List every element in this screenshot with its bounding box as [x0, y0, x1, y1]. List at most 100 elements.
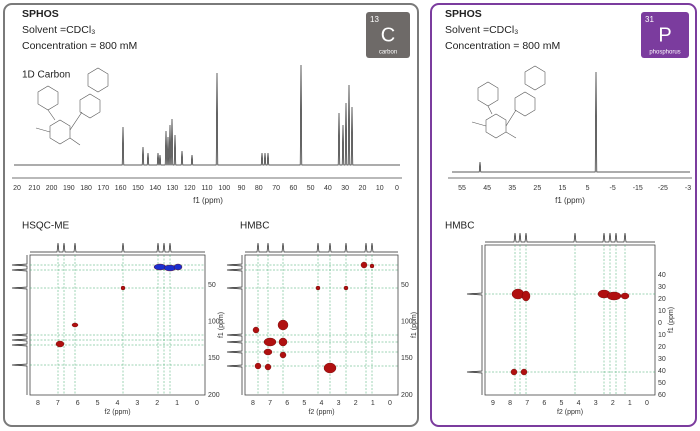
x-tick-label: 0	[395, 185, 399, 192]
x-tick-label: 8	[36, 400, 40, 407]
y-tick-label: 60	[658, 392, 666, 399]
x-tick-label: -15	[633, 185, 643, 192]
nucleus-mass: 13	[370, 15, 379, 24]
nucleus-symbol: P	[658, 24, 671, 46]
y-tick-label: 30	[658, 356, 666, 363]
axis-label: f1 (ppm)	[411, 312, 418, 338]
x-tick-label: 2	[611, 400, 615, 407]
x-tick-label: 100	[218, 185, 230, 192]
plot-frame	[29, 254, 206, 396]
x-tick-label: 0	[645, 400, 649, 407]
solvent: Solvent =CDCl₃	[22, 24, 95, 36]
x-tick-label: 190	[63, 185, 75, 192]
cross-peak	[510, 368, 518, 376]
cross-peak	[620, 292, 630, 300]
y-tick-label: 50	[658, 380, 666, 387]
x-tick-label: 200	[46, 185, 58, 192]
plot-label: HSQC-ME	[22, 221, 70, 232]
x-tick-label: -25	[658, 185, 668, 192]
nucleus-symbol: C	[381, 24, 395, 46]
x-tick-label: 60	[289, 185, 297, 192]
x-tick-label: 5	[96, 400, 100, 407]
y-tick-label: 10	[658, 308, 666, 315]
x-tick-label: 7	[268, 400, 272, 407]
cross-peak	[369, 263, 375, 269]
plot-label: HMBC	[240, 221, 269, 232]
x-tick-label: 170	[98, 185, 110, 192]
y-tick-label: 50	[208, 282, 216, 289]
x-tick-label: 1	[175, 400, 179, 407]
cross-peak	[263, 348, 273, 356]
x-tick-label: 130	[167, 185, 179, 192]
x-tick-label: 180	[80, 185, 92, 192]
x-tick-label: 210	[28, 185, 40, 192]
x-tick-label: 7	[525, 400, 529, 407]
x-tick-label: 8	[251, 400, 255, 407]
y-tick-label: 40	[658, 272, 666, 279]
y-tick-label: 150	[401, 355, 413, 362]
x-tick-label: 6	[542, 400, 546, 407]
concentration: Concentration = 800 mM	[445, 40, 560, 52]
title: SPHOS	[22, 8, 59, 20]
y-tick-label: 100	[401, 319, 413, 326]
cross-peak	[360, 261, 368, 269]
axis-label: f1 (ppm)	[668, 307, 675, 333]
projection	[226, 255, 243, 395]
y-tick-label: 150	[208, 355, 220, 362]
x-tick-label: 0	[388, 400, 392, 407]
y-tick-label: 40	[658, 368, 666, 375]
plot-label: HMBC	[445, 221, 474, 232]
x-tick-label: 7	[56, 400, 60, 407]
cross-peak	[254, 362, 262, 370]
y-tick-label: 50	[401, 282, 409, 289]
x-tick-label: 45	[483, 185, 491, 192]
nucleus-mass: 31	[645, 15, 654, 24]
x-tick-label: 2	[354, 400, 358, 407]
x-tick-label: 6	[76, 400, 80, 407]
x-tick-label: 30	[341, 185, 349, 192]
cross-peak	[606, 291, 622, 301]
projection	[485, 232, 655, 243]
cross-peak	[521, 290, 531, 302]
x-tick-label: 6	[285, 400, 289, 407]
nucleus-name: phosphorus	[649, 50, 680, 56]
y-tick-label: 30	[658, 284, 666, 291]
axis-label: f2 (ppm)	[557, 409, 583, 416]
x-tick-label: 5	[559, 400, 563, 407]
plot-frame	[244, 254, 399, 396]
x-tick-label: 5	[586, 185, 590, 192]
x-tick-label: 50	[307, 185, 315, 192]
x-tick-label: 55	[458, 185, 466, 192]
x-tick-label: 80	[255, 185, 263, 192]
axis-label: f1 (ppm)	[555, 196, 585, 205]
x-tick-label: 8	[508, 400, 512, 407]
axis-label: f1 (ppm)	[218, 312, 225, 338]
projection	[11, 255, 28, 395]
cross-peak	[278, 337, 288, 347]
y-tick-label: 200	[208, 392, 220, 399]
x-tick-label: 5	[302, 400, 306, 407]
y-tick-label: 0	[658, 320, 662, 327]
x-tick-label: 1	[371, 400, 375, 407]
cross-peak	[315, 285, 321, 291]
solvent: Solvent =CDCl₃	[445, 24, 518, 36]
nucleus-name: carbon	[379, 50, 397, 56]
cross-peak	[323, 362, 337, 374]
x-tick-label: 120	[184, 185, 196, 192]
x-tick-label: 4	[116, 400, 120, 407]
x-tick-label: 150	[132, 185, 144, 192]
spectrum-label: 1D Carbon	[22, 70, 70, 81]
cross-peak	[120, 285, 126, 291]
projection	[466, 245, 483, 395]
x-tick-label: 15	[559, 185, 567, 192]
x-tick-label: 3	[337, 400, 341, 407]
nucleus-badge	[641, 12, 689, 58]
x-tick-label: -5	[610, 185, 616, 192]
spectrum	[14, 64, 400, 166]
title: SPHOS	[445, 8, 482, 20]
x-tick-label: 4	[320, 400, 324, 407]
cross-peak	[263, 337, 277, 347]
x-tick-label: 110	[201, 185, 212, 192]
molecule	[471, 65, 546, 139]
